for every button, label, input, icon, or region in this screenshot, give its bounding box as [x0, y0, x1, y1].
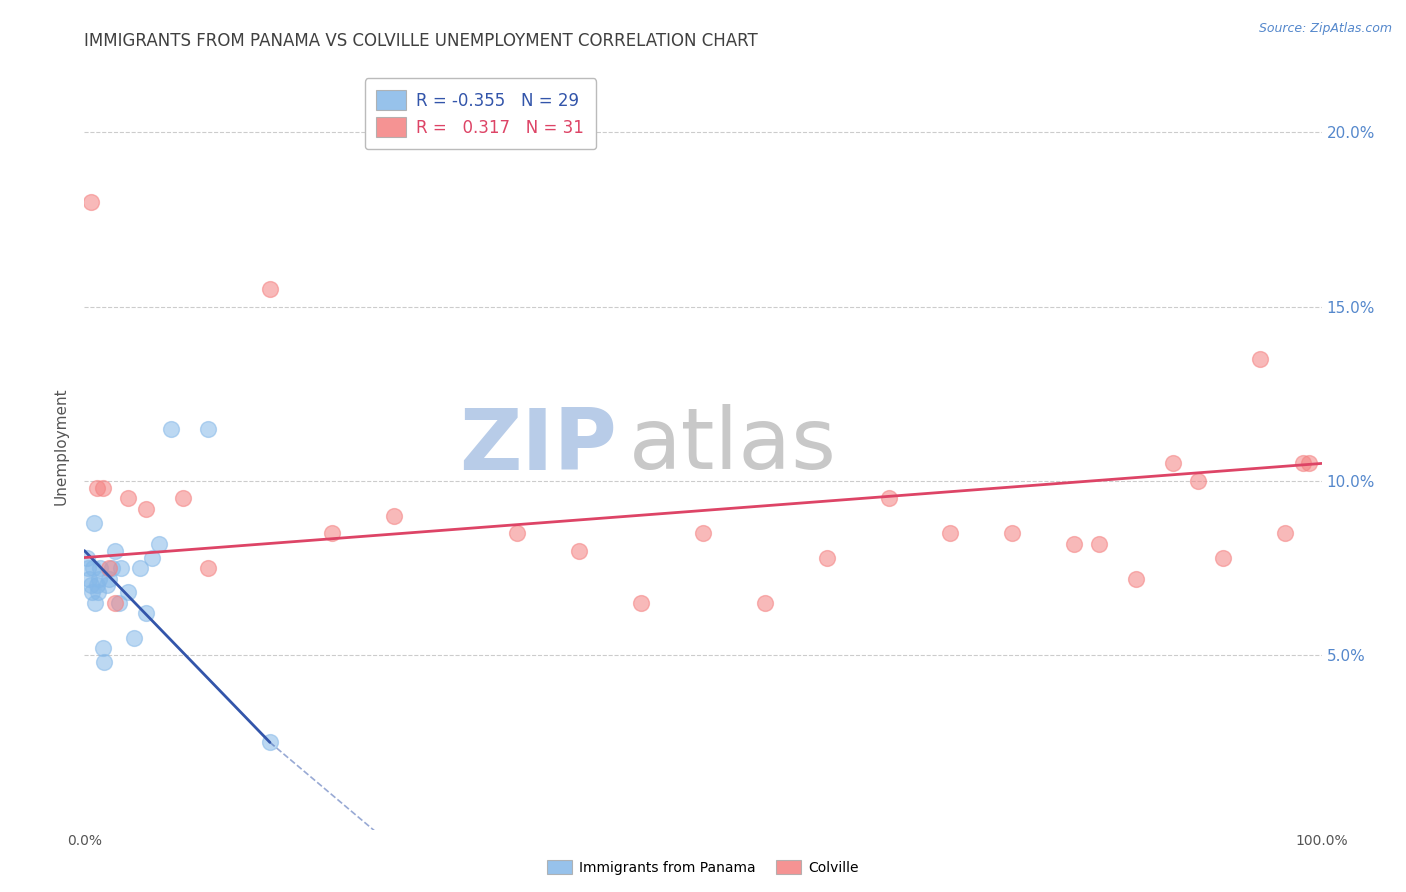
- Point: [815, 550, 838, 565]
- Point: [79, 194, 101, 209]
- Y-axis label: Unemployment: Unemployment: [53, 387, 69, 505]
- Point: [1187, 474, 1209, 488]
- Point: [98, 561, 121, 575]
- Point: [160, 421, 183, 435]
- Point: [89, 561, 111, 575]
- Point: [93, 655, 115, 669]
- Point: [79, 578, 101, 592]
- Legend: R = -0.355   N = 29, R =   0.317   N = 31: R = -0.355 N = 29, R = 0.317 N = 31: [364, 78, 596, 149]
- Point: [129, 561, 152, 575]
- Text: atlas: atlas: [628, 404, 837, 488]
- Legend: Immigrants from Panama, Colville: Immigrants from Panama, Colville: [541, 855, 865, 880]
- Point: [1088, 536, 1111, 550]
- Point: [87, 585, 110, 599]
- Point: [77, 561, 100, 575]
- Point: [1298, 457, 1320, 471]
- Point: [1212, 550, 1234, 565]
- Text: ZIP: ZIP: [458, 404, 616, 488]
- Point: [1001, 526, 1024, 541]
- Point: [80, 585, 103, 599]
- Point: [754, 596, 776, 610]
- Point: [197, 561, 219, 575]
- Point: [148, 536, 170, 550]
- Point: [104, 596, 127, 610]
- Point: [110, 561, 132, 575]
- Point: [939, 526, 962, 541]
- Point: [135, 501, 157, 516]
- Point: [141, 550, 163, 565]
- Point: [630, 596, 652, 610]
- Point: [321, 526, 343, 541]
- Point: [1274, 526, 1296, 541]
- Point: [692, 526, 714, 541]
- Point: [82, 561, 104, 575]
- Point: [83, 516, 105, 530]
- Point: [84, 596, 107, 610]
- Point: [1161, 457, 1184, 471]
- Point: [86, 578, 108, 592]
- Point: [108, 596, 131, 610]
- Point: [1292, 457, 1315, 471]
- Point: [96, 578, 118, 592]
- Text: Source: ZipAtlas.com: Source: ZipAtlas.com: [1258, 22, 1392, 36]
- Point: [86, 481, 108, 495]
- Point: [172, 491, 194, 506]
- Point: [259, 282, 281, 296]
- Point: [1249, 351, 1271, 366]
- Point: [89, 572, 111, 586]
- Point: [506, 526, 529, 541]
- Point: [122, 631, 145, 645]
- Point: [117, 585, 139, 599]
- Point: [382, 508, 405, 523]
- Point: [1063, 536, 1085, 550]
- Text: IMMIGRANTS FROM PANAMA VS COLVILLE UNEMPLOYMENT CORRELATION CHART: IMMIGRANTS FROM PANAMA VS COLVILLE UNEMP…: [84, 32, 758, 50]
- Point: [76, 550, 98, 565]
- Point: [197, 421, 219, 435]
- Point: [1125, 572, 1147, 586]
- Point: [104, 543, 127, 558]
- Point: [259, 735, 281, 749]
- Point: [100, 561, 122, 575]
- Point: [91, 641, 114, 656]
- Point: [135, 607, 157, 621]
- Point: [98, 572, 121, 586]
- Point: [117, 491, 139, 506]
- Point: [79, 572, 101, 586]
- Point: [91, 481, 114, 495]
- Point: [568, 543, 591, 558]
- Point: [877, 491, 900, 506]
